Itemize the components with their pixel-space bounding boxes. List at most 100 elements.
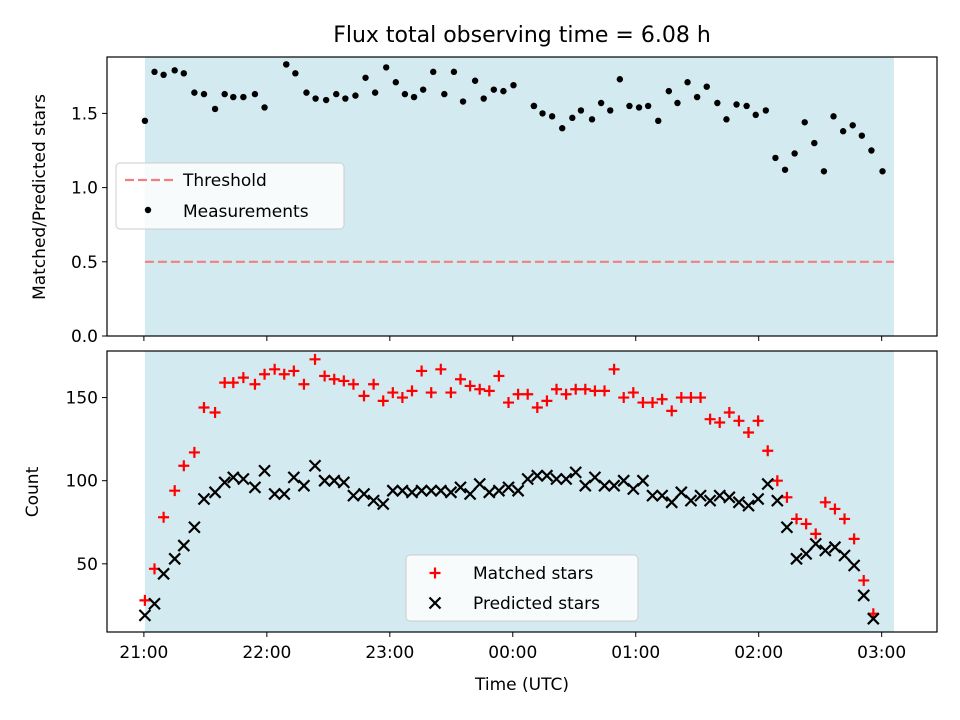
- measurement-point: [635, 104, 643, 111]
- predicted-star-point: [521, 472, 534, 486]
- measurement-point: [240, 93, 247, 101]
- predicted-star-point: [415, 484, 428, 497]
- measurement-point: [180, 70, 188, 77]
- predicted-star-point: [308, 459, 322, 473]
- predicted-star-point: [742, 499, 755, 512]
- matched-star-point: [781, 491, 793, 503]
- matched-star-point: [425, 387, 437, 399]
- predicted-star-point: [463, 487, 477, 501]
- matched-star-point: [829, 503, 841, 515]
- matched-star-point: [319, 370, 331, 382]
- predicted-star-point: [780, 520, 794, 534]
- matched-star-point: [791, 513, 803, 525]
- matched-star-point: [656, 393, 668, 405]
- measurement-point: [703, 83, 710, 90]
- measurement-point: [577, 107, 585, 114]
- measurement-point: [500, 87, 507, 95]
- matched-star-point: [387, 387, 399, 399]
- matched-star-point: [483, 385, 495, 397]
- measurement-point: [820, 168, 828, 175]
- matched-star-point: [733, 415, 745, 427]
- predicted-star-point: [337, 476, 351, 489]
- measurement-point: [607, 107, 614, 114]
- predicted-star-point: [197, 492, 211, 506]
- measurement-point: [665, 87, 673, 95]
- measurement-point: [510, 81, 517, 89]
- measurement-point: [322, 96, 330, 104]
- predicted-star-point: [177, 539, 191, 552]
- measurement-point: [655, 117, 662, 125]
- y-tick-label: 1.0: [71, 179, 98, 199]
- matched-star-point: [259, 368, 271, 380]
- top-y-axis-label: Matched/Predicted stars: [30, 94, 50, 300]
- y-tick-label: 1.5: [71, 104, 98, 124]
- predicted-star-point: [598, 479, 611, 492]
- x-tick-label: 03:00: [857, 643, 906, 663]
- predicted-star-point: [444, 486, 458, 499]
- measurement-point: [352, 92, 359, 99]
- top-panel: 0.0 0.5 1.0 1.5 Threshold Measurements: [71, 56, 938, 347]
- predicted-star-point: [665, 496, 678, 509]
- measurement-point: [401, 90, 409, 98]
- predicted-star-point: [771, 494, 784, 507]
- predicted-star-point: [434, 484, 448, 497]
- bottom-legend: Matched stars Predicted stars: [405, 554, 639, 622]
- predicted-star-point: [838, 549, 851, 562]
- measurement-point: [283, 61, 290, 68]
- measurement-point: [559, 125, 566, 132]
- measurement-point: [616, 76, 624, 83]
- matched-star-point: [579, 383, 591, 395]
- matched-star-point: [178, 460, 190, 472]
- measurement-point: [160, 71, 167, 79]
- predicted-star-point: [684, 494, 698, 507]
- measurement-point: [868, 147, 875, 154]
- matched-star-point: [298, 378, 310, 390]
- predicted-star-point: [819, 544, 832, 557]
- matched-star-point: [608, 363, 620, 375]
- matched-star-point: [474, 383, 486, 395]
- predicted-star-point: [531, 469, 544, 482]
- predicted-star-point: [208, 486, 222, 499]
- predicted-star-point: [148, 597, 161, 611]
- matched-star-point: [704, 413, 716, 425]
- matched-star-point: [455, 373, 467, 385]
- predicted-star-point: [790, 552, 803, 566]
- predicted-star-point: [655, 489, 669, 502]
- matched-star-point: [685, 392, 697, 404]
- measurement-point: [733, 101, 740, 108]
- matched-star-point: [269, 363, 281, 375]
- measurement-point: [410, 93, 418, 101]
- matched-star-point: [188, 446, 200, 458]
- matched-star-point: [531, 402, 543, 414]
- measurement-point: [230, 93, 237, 101]
- x-tick-label: 01:00: [611, 643, 660, 663]
- measurement-point: [879, 168, 886, 175]
- matched-star-point: [416, 365, 428, 377]
- predicted-star-point: [646, 489, 659, 502]
- matched-star-point: [278, 368, 290, 380]
- predicted-star-point: [405, 486, 419, 499]
- measurement-point: [849, 122, 856, 129]
- matched-star-point: [589, 385, 601, 397]
- predicted-star-point: [138, 609, 152, 622]
- matched-star-point: [493, 370, 505, 382]
- measurement-point: [714, 99, 721, 107]
- predicted-star-point: [483, 486, 496, 499]
- matched-star-point: [771, 475, 783, 487]
- matched-star-point: [637, 397, 649, 409]
- measurement-point: [839, 128, 847, 135]
- measurement-point: [530, 102, 538, 110]
- measurement-point: [362, 74, 369, 81]
- top-legend: Threshold Measurements: [115, 162, 345, 230]
- matched-star-point: [368, 378, 380, 390]
- measurement-point: [674, 99, 681, 107]
- predicted-star-point: [847, 559, 861, 572]
- predicted-star-point: [168, 552, 181, 566]
- matched-star-point: [858, 574, 870, 586]
- predicted-star-point: [511, 484, 525, 497]
- measurement-point: [588, 116, 596, 123]
- measurement-point: [626, 102, 633, 110]
- matched-star-point: [503, 397, 515, 409]
- predicted-star-point: [867, 612, 880, 625]
- predicted-star-point: [732, 496, 746, 509]
